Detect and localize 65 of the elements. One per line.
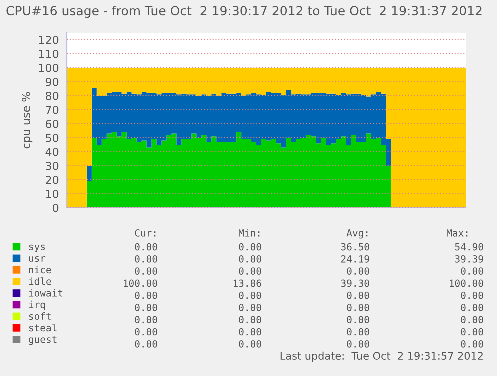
text: 24.19 [341,255,370,263]
legend-label: usr [29,256,46,262]
legend-label: steal [29,324,57,332]
y-tick-label: 70 [46,106,59,114]
text: 0.00 [461,328,484,336]
text: 0.00 [239,328,262,336]
text: 0.00 [461,292,484,300]
y-axis-title: cpu use % [22,92,33,149]
y-tick-label: 80 [46,92,59,100]
text: 0.00 [239,316,262,324]
text: 0.00 [135,328,158,336]
text: 100.00 [450,280,484,288]
y-tick-label: 0 [53,204,59,212]
text: 0.00 [347,340,370,348]
legend-label: guest [29,336,57,346]
legend-label: idle [29,278,52,286]
text: Avg: [346,230,368,239]
text: 0.00 [239,292,262,300]
legend-label: soft [29,312,51,320]
text: 0.00 [461,340,484,348]
legend-label: sys [29,244,46,252]
text: Cur: [135,229,156,237]
text: 0.00 [135,243,158,251]
text: 0.00 [239,268,262,275]
text: 0.00 [239,243,262,251]
text: 0.00 [347,292,370,300]
text: 39.30 [341,280,370,288]
y-tick-label: 30 [46,162,59,170]
y-tick-label: 40 [46,148,59,156]
text: 0.00 [347,268,370,275]
text: 0.00 [461,304,484,312]
legend-label: nice [29,266,52,274]
text: 0.00 [135,255,158,263]
chart-title: CPU#16 usage - from Tue Oct 2 19:30:17 2012 to Tue Oct 2 19:31:37 2012 [6,6,482,18]
y-tick-label: 120 [39,36,59,44]
text: 0.00 [347,316,370,324]
text: 0.00 [135,268,158,275]
y-tick-label: 60 [46,120,59,128]
text: 0.00 [347,304,370,312]
text: 0.00 [135,340,158,348]
text: 0.00 [461,268,484,275]
legend-label: iowait [29,289,63,297]
y-tick-label: 10 [46,190,59,198]
text: Max: [446,230,468,237]
y-tick-label: 50 [46,134,59,142]
y-tick-label: 110 [39,50,59,58]
legend-label: irq [29,300,46,310]
y-tick-label: 100 [39,64,59,72]
text: 0.00 [135,304,158,312]
text: 0.00 [135,316,158,324]
text: 0.00 [135,292,158,300]
text: 54.90 [455,243,484,251]
y-tick-label: 20 [46,176,59,184]
text: 0.00 [347,328,370,336]
text: 13.86 [234,280,262,288]
text: 36.50 [341,243,370,251]
text: 39.39 [455,255,484,263]
text: 0.00 [239,340,262,348]
text: Last update: Tue Oct 2 19:31:57 2012 [280,352,483,362]
text: 0.00 [461,316,484,324]
text: Min: [238,229,260,237]
y-tick-label: 90 [46,78,59,86]
text: 0.00 [239,255,262,263]
text: 100.00 [124,280,158,288]
text: 0.00 [239,304,262,312]
